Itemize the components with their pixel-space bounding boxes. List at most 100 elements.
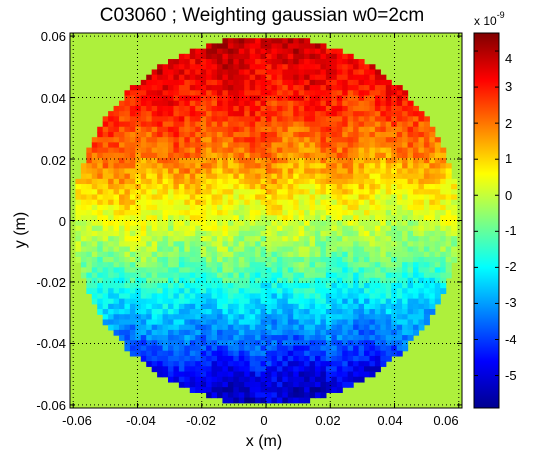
heatmap-cell [244, 272, 251, 279]
heatmap-cell [266, 111, 273, 117]
heatmap-cell [402, 199, 409, 206]
heatmap-cell [369, 100, 376, 107]
heatmap-cell [222, 74, 229, 81]
heatmap-cell [189, 74, 196, 81]
heatmap-cell [184, 74, 191, 81]
heatmap-cell [331, 121, 338, 128]
heatmap-cell [244, 142, 251, 149]
heatmap-cell [238, 90, 245, 97]
heatmap-cell [347, 241, 354, 248]
heatmap-cell [364, 309, 371, 315]
heatmap-cell [266, 236, 273, 242]
heatmap-cell [255, 220, 262, 227]
heatmap-cell [102, 303, 109, 310]
heatmap-cell [320, 267, 327, 274]
heatmap-cell [260, 251, 267, 258]
heatmap-cell [315, 251, 322, 258]
heatmap-cell [140, 277, 147, 284]
heatmap-cell [298, 74, 305, 81]
heatmap-cell [233, 158, 240, 164]
heatmap-cell [249, 126, 256, 133]
heatmap-cell [347, 189, 354, 196]
heatmap-cell [200, 230, 207, 237]
heatmap-cell [331, 283, 338, 289]
heatmap-cell [309, 131, 316, 138]
heatmap-cell [238, 43, 245, 50]
heatmap-cell [276, 283, 283, 289]
heatmap-cell [320, 178, 327, 185]
heatmap-cell [298, 38, 305, 45]
heatmap-cell [146, 189, 153, 196]
heatmap-cell [347, 366, 354, 373]
heatmap-cell [402, 137, 409, 143]
heatmap-cell [189, 137, 196, 143]
heatmap-cell [195, 194, 202, 201]
heatmap-cell [91, 178, 98, 185]
heatmap-cell [108, 283, 115, 289]
heatmap-cell [374, 100, 381, 107]
y-axis-label: y (m) [12, 212, 29, 248]
heatmap-cell [200, 90, 207, 97]
heatmap-cell [342, 85, 349, 91]
heatmap-cell [102, 189, 109, 196]
heatmap-cell [108, 251, 115, 258]
heatmap-cell [238, 163, 245, 170]
heatmap-cell [217, 262, 224, 268]
heatmap-cell [255, 267, 262, 274]
heatmap-cell [423, 158, 430, 164]
heatmap-cell [162, 225, 169, 232]
heatmap-cell [342, 340, 349, 347]
heatmap-cell [374, 225, 381, 232]
heatmap-cell [347, 59, 354, 65]
heatmap-cell [423, 277, 430, 284]
heatmap-cell [146, 79, 153, 86]
heatmap-cell [445, 210, 452, 216]
heatmap-cell [342, 376, 349, 383]
heatmap-cell [162, 90, 169, 97]
heatmap-cell [260, 178, 267, 185]
heatmap-cell [238, 111, 245, 117]
heatmap-cell [342, 251, 349, 258]
heatmap-cell [162, 230, 169, 237]
heatmap-cell [178, 173, 185, 180]
heatmap-cell [184, 126, 191, 133]
heatmap-cell [217, 345, 224, 352]
heatmap-cell [129, 262, 136, 268]
heatmap-cell [429, 277, 436, 284]
heatmap-cell [249, 100, 256, 107]
heatmap-cell [374, 324, 381, 331]
heatmap-cell [233, 230, 240, 237]
heatmap-cell [276, 100, 283, 107]
heatmap-cell [385, 131, 392, 138]
heatmap-cell [282, 121, 289, 128]
heatmap-cell [140, 116, 147, 123]
heatmap-cell [260, 376, 267, 383]
heatmap-cell [75, 204, 82, 211]
heatmap-cell [217, 272, 224, 279]
heatmap-cell [353, 85, 360, 91]
heatmap-cell [200, 105, 207, 112]
heatmap-cell [206, 100, 213, 107]
heatmap-cell [124, 111, 131, 117]
heatmap-cell [353, 194, 360, 201]
heatmap-cell [364, 241, 371, 248]
heatmap-cell [200, 69, 207, 76]
heatmap-cell [298, 105, 305, 112]
heatmap-cell [119, 137, 126, 143]
heatmap-cell [271, 137, 278, 143]
heatmap-cell [184, 361, 191, 367]
heatmap-cell [380, 74, 387, 81]
heatmap-cell [217, 236, 224, 242]
heatmap-cell [413, 116, 420, 123]
heatmap-cell [287, 95, 294, 102]
heatmap-cell [369, 220, 376, 227]
heatmap-cell [309, 126, 316, 133]
colorbar-tick-label: 4 [505, 51, 512, 66]
heatmap-cell [315, 173, 322, 180]
heatmap-cell [86, 178, 93, 185]
heatmap-cell [298, 158, 305, 164]
heatmap-cell [315, 283, 322, 289]
heatmap-cell [255, 319, 262, 326]
heatmap-cell [407, 111, 414, 117]
heatmap-cell [206, 59, 213, 65]
